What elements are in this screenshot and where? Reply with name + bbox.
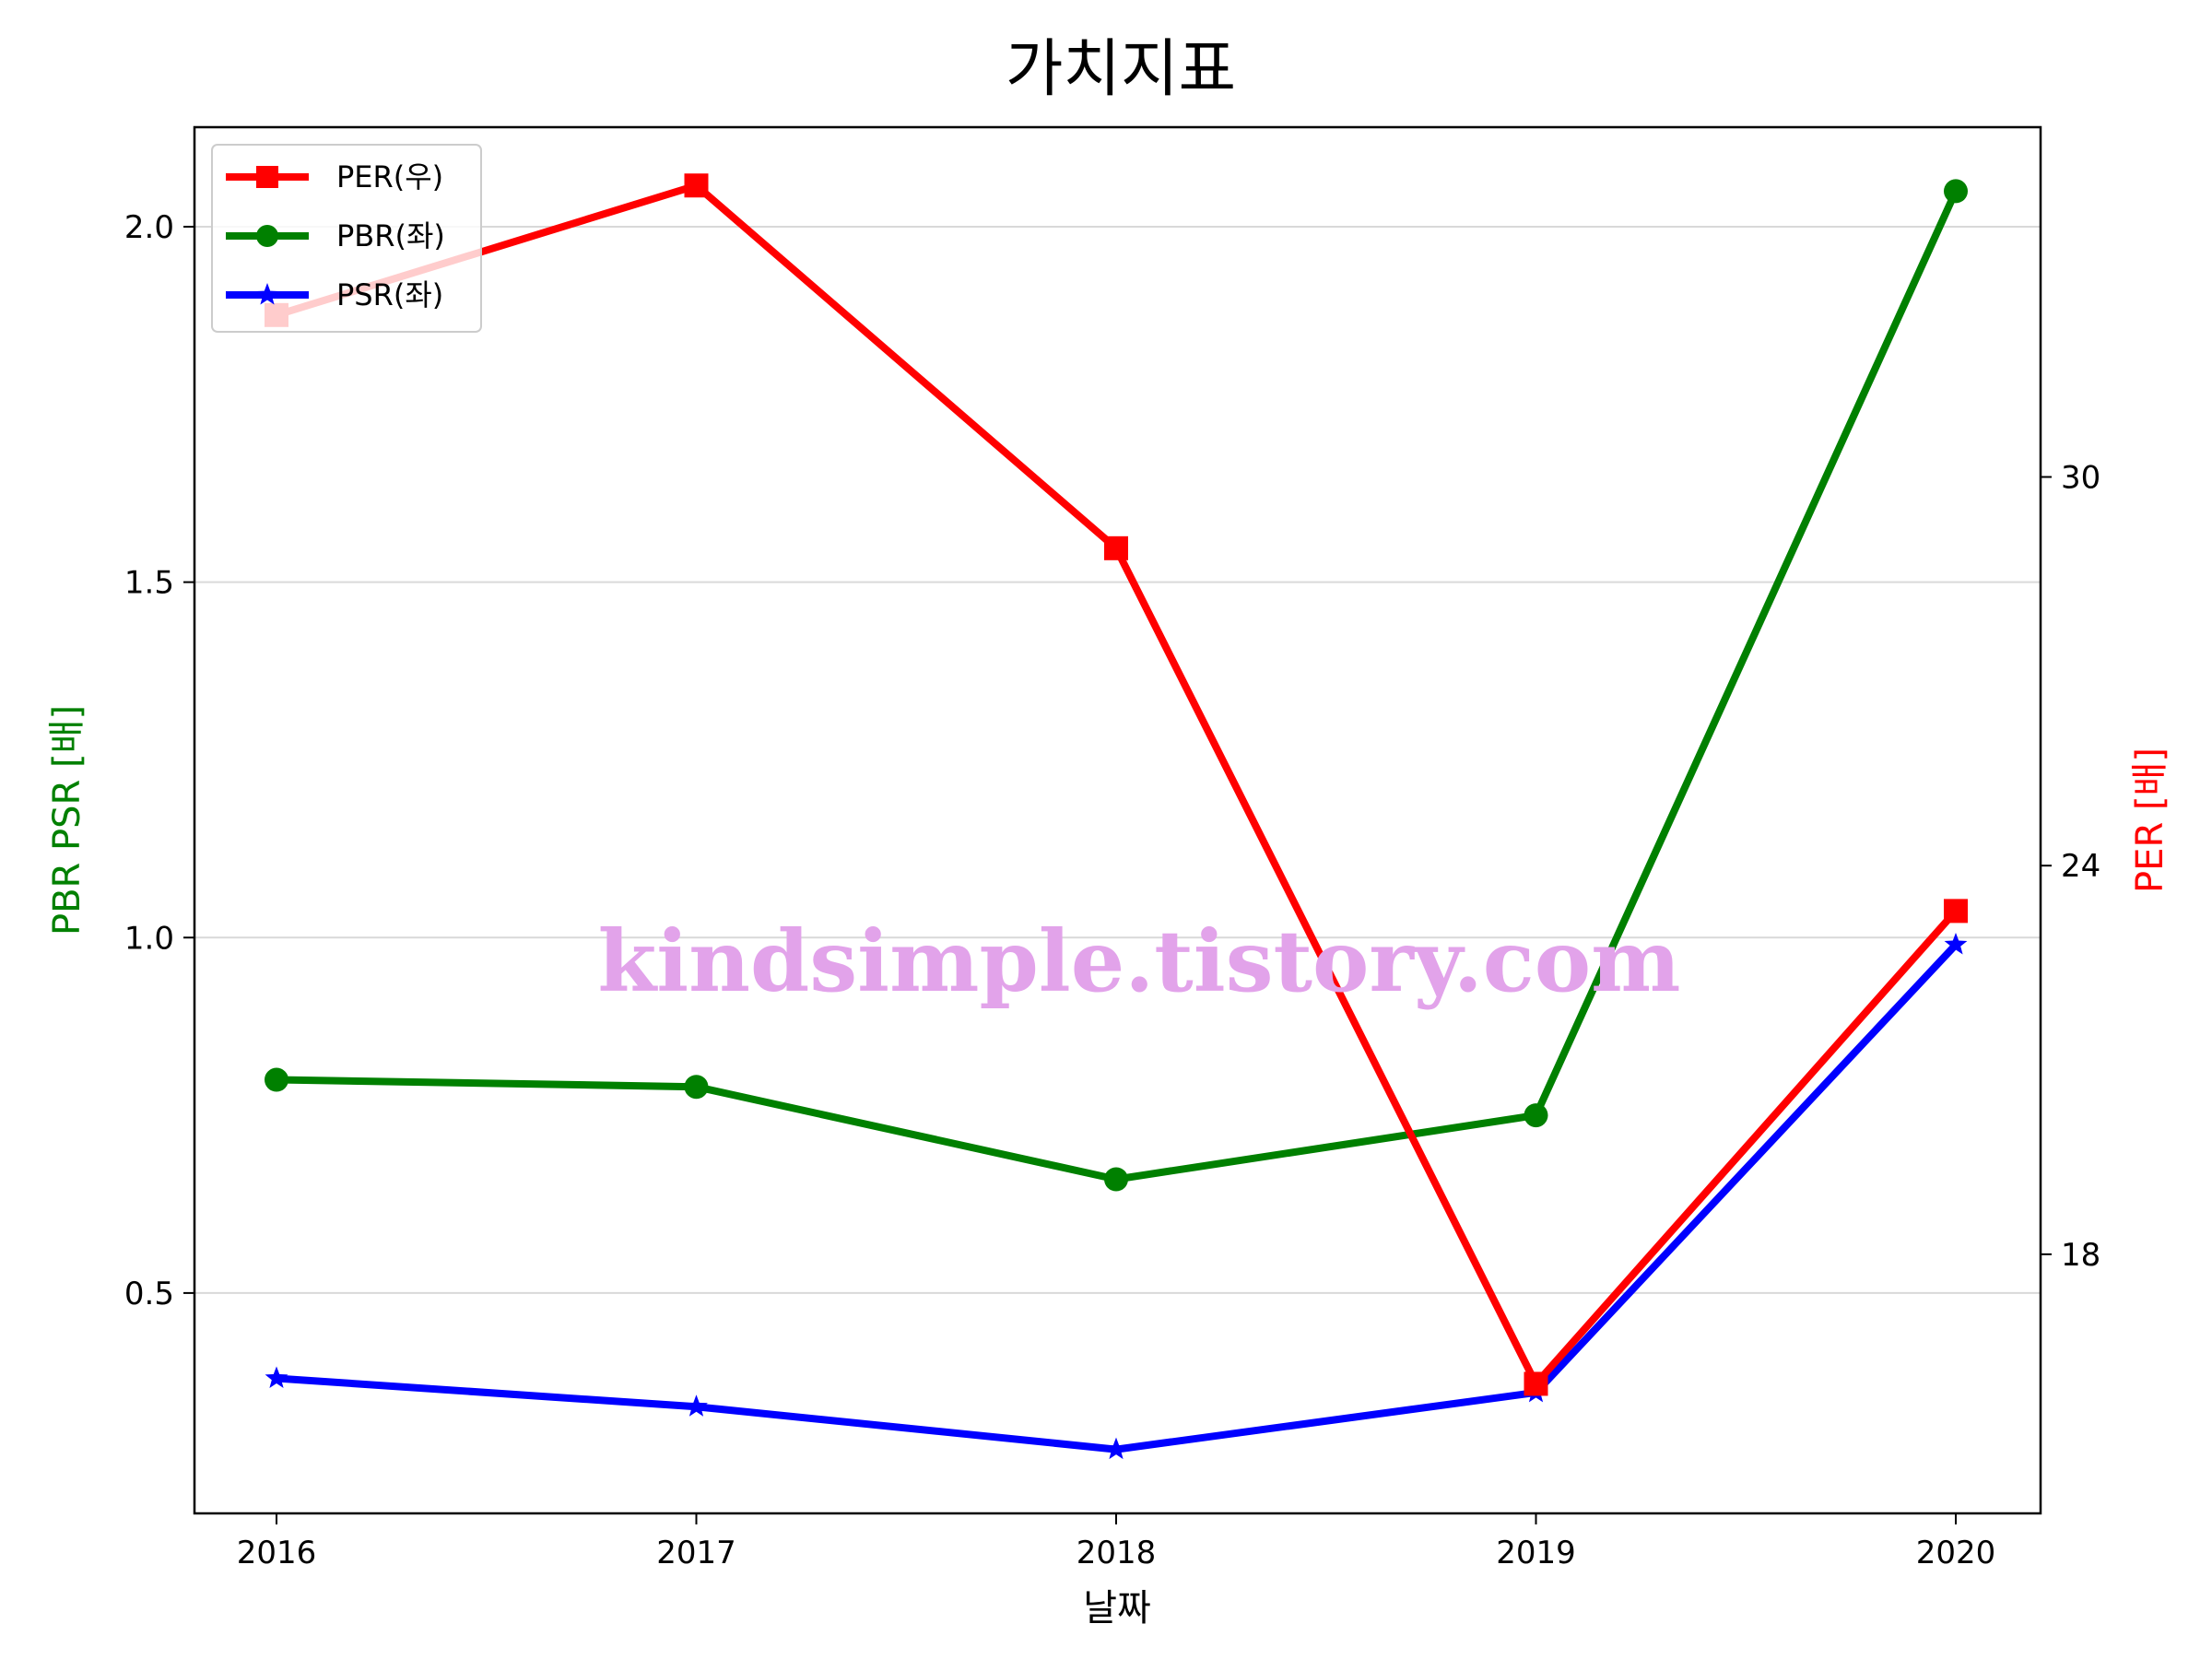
x-axis-ticks: 2016 2017 2018 2019 2020 xyxy=(237,1513,1996,1571)
data-point-marker xyxy=(1944,179,1968,204)
series-layer xyxy=(265,173,1968,1460)
left-axis-ticks: 0.5 1.0 1.5 2.0 xyxy=(124,209,194,1312)
data-point-marker xyxy=(265,1366,288,1388)
right-tick-label: 24 xyxy=(2061,848,2100,885)
series-star-group xyxy=(265,933,1968,1460)
data-point-marker xyxy=(685,1394,708,1417)
right-tick-label: 30 xyxy=(2061,460,2100,497)
data-point-marker xyxy=(684,173,709,198)
x-tick-label: 2019 xyxy=(1496,1535,1576,1571)
plot-area-frame xyxy=(193,125,2042,1515)
grid-lines xyxy=(194,225,2041,1294)
left-tick-label: 0.5 xyxy=(124,1276,174,1312)
chart-title: 가치지표 xyxy=(1006,33,1236,106)
legend: PER(우) PBR(좌) PSR(좌) xyxy=(211,144,482,333)
legend-label: PBR(좌) xyxy=(336,218,445,253)
legend-marker xyxy=(256,225,278,247)
data-point-marker xyxy=(1524,1371,1548,1396)
series-square-group xyxy=(265,173,1968,1396)
series-circle-group xyxy=(265,179,1968,1192)
series-line xyxy=(273,182,1959,1388)
data-point-marker xyxy=(1524,1103,1548,1128)
data-point-marker xyxy=(684,1075,709,1100)
legend-marker xyxy=(256,166,278,188)
data-point-marker xyxy=(1104,1167,1128,1192)
x-tick-label: 2016 xyxy=(237,1535,317,1571)
data-point-marker xyxy=(1104,1437,1128,1460)
data-point-marker xyxy=(1944,899,1968,924)
legend-marker xyxy=(255,283,279,305)
x-tick-label: 2020 xyxy=(1916,1535,1996,1571)
legend-label: PER(우) xyxy=(336,159,443,194)
legend-box xyxy=(211,144,482,333)
left-tick-label: 2.0 xyxy=(124,209,174,246)
right-tick-label: 18 xyxy=(2061,1237,2100,1274)
x-tick-label: 2017 xyxy=(656,1535,736,1571)
x-axis-label: 날짜 xyxy=(1083,1587,1151,1630)
watermark-text: kindsimple.tistory.com xyxy=(597,912,1680,1011)
left-y-axis-label: PBR PSR [배] xyxy=(46,705,88,935)
series-line xyxy=(273,187,1959,1183)
legend-label: PSR(좌) xyxy=(336,277,443,312)
right-y-axis-label: PER [배] xyxy=(2129,747,2171,893)
right-axis-ticks: 18 24 30 xyxy=(2041,460,2100,1274)
data-point-marker xyxy=(1944,933,1968,955)
left-tick-label: 1.5 xyxy=(124,565,174,602)
data-point-marker xyxy=(1104,535,1128,560)
left-tick-label: 1.0 xyxy=(124,920,174,957)
data-point-marker xyxy=(265,1067,288,1092)
x-tick-label: 2018 xyxy=(1077,1535,1157,1571)
